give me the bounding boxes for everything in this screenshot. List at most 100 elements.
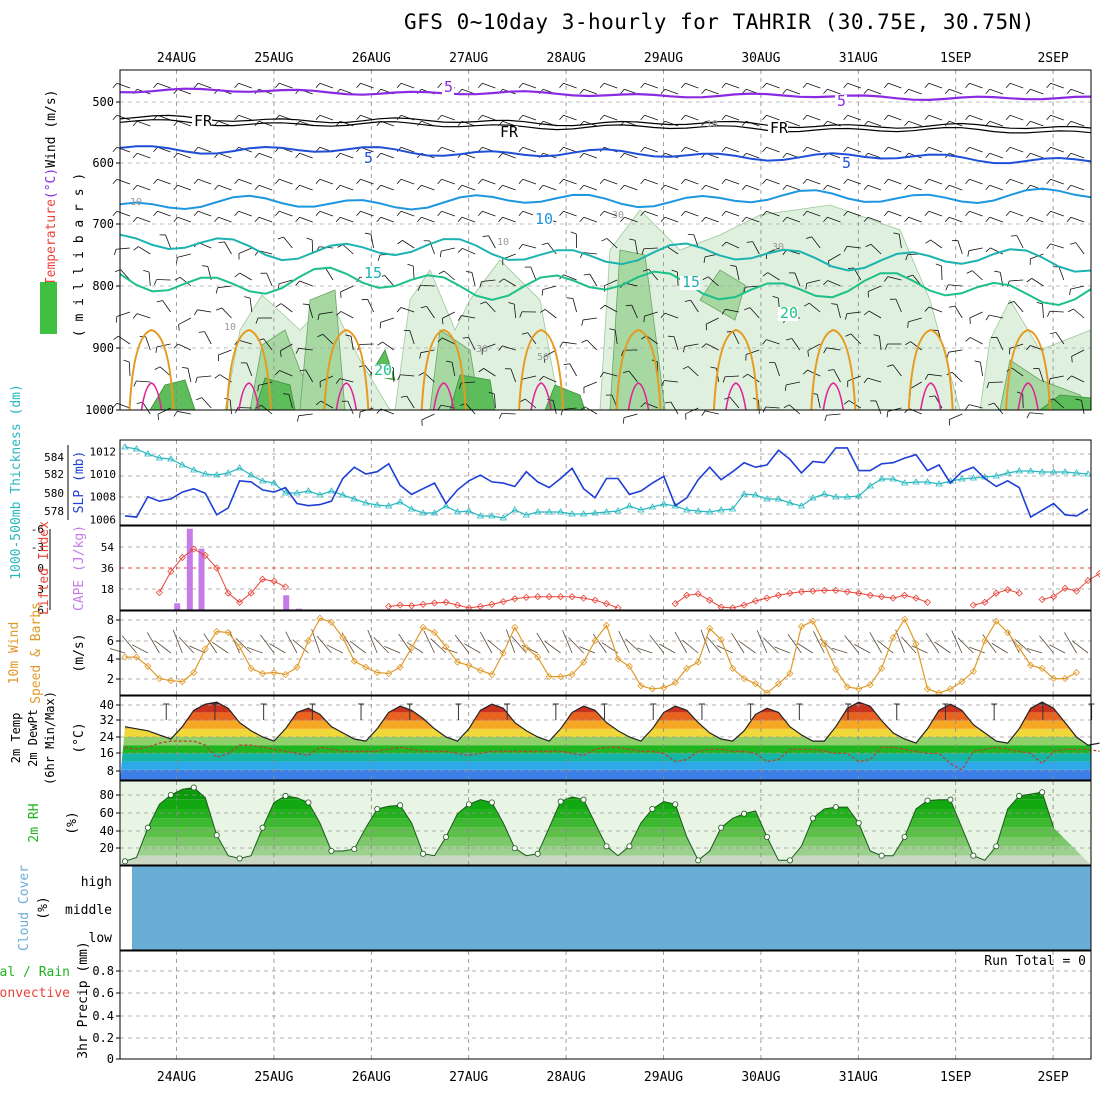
lifted-index-line xyxy=(158,548,286,603)
wind-barb-flag xyxy=(581,319,584,326)
wind-barb xyxy=(628,370,638,383)
wind-barb xyxy=(279,178,293,185)
wind-barb xyxy=(670,401,679,415)
contour-label-bg xyxy=(840,157,852,171)
wind-barb xyxy=(1048,644,1066,654)
wind-barb-flag xyxy=(437,114,442,120)
wind-barb-flag xyxy=(345,334,352,337)
data-point xyxy=(866,681,874,689)
wind-barb-flag xyxy=(579,216,585,222)
data-point xyxy=(694,658,702,666)
y-tick-label: 0.2 xyxy=(92,1031,114,1045)
wind-barb-flag xyxy=(396,210,402,216)
wind-barb xyxy=(136,380,151,383)
wind-barb xyxy=(928,114,943,121)
wind-barb xyxy=(1039,635,1054,654)
wind-barb xyxy=(648,269,659,281)
isotherm-25 xyxy=(615,328,662,411)
wind-barb-flag xyxy=(883,146,889,152)
wind-barb xyxy=(197,82,212,89)
wind-barb xyxy=(868,285,882,292)
isotherm-15 xyxy=(119,233,1092,273)
wind-barb xyxy=(400,210,415,217)
data-point xyxy=(534,653,542,661)
wind-barb-flag xyxy=(682,366,689,370)
wind-barb xyxy=(908,216,922,223)
wind-barb-flag xyxy=(356,178,361,184)
data-point xyxy=(476,512,485,519)
wind-barb xyxy=(1030,216,1044,223)
y-tick-label: 2 xyxy=(107,672,114,686)
cloud-cover-panel: high middle low xyxy=(65,865,1092,951)
date-label-bottom: 27AUG xyxy=(449,1070,488,1085)
wind-barb xyxy=(707,276,719,287)
wind-barb-flag xyxy=(924,306,930,312)
data-point xyxy=(488,600,496,608)
wind-barb xyxy=(522,82,537,89)
slp-line xyxy=(124,447,1089,519)
thickness-line xyxy=(124,446,1089,519)
cape-bar xyxy=(186,528,193,610)
wind-barb-flag xyxy=(802,178,808,184)
wind-barb-flag xyxy=(133,380,137,387)
wind-barb-flag xyxy=(275,303,282,308)
slp-tick-label: 1012 xyxy=(90,445,117,458)
wind-barb-flag xyxy=(823,88,828,94)
wind-barb xyxy=(745,349,760,355)
date-label-top: 31AUG xyxy=(839,51,878,66)
wind-barb xyxy=(339,378,354,383)
wind-barb xyxy=(177,152,192,159)
wind-barb xyxy=(705,120,719,127)
wind-barb-flag xyxy=(173,343,179,349)
data-point xyxy=(1003,469,1012,476)
wind-barb xyxy=(644,311,658,317)
wind-barb xyxy=(928,178,943,185)
wind-barb-flag xyxy=(335,378,341,384)
data-point xyxy=(637,682,645,690)
data-point xyxy=(557,593,565,601)
wind-barb-flag xyxy=(1010,235,1017,237)
wind-barb xyxy=(197,210,212,217)
wind-barb-flag xyxy=(315,178,321,184)
wind-barb xyxy=(1081,400,1085,415)
wind-barb xyxy=(685,114,699,121)
wind-barb xyxy=(239,272,253,281)
wind-barb-flag xyxy=(1066,216,1072,222)
wind-axis-label: 10m Wind xyxy=(7,622,22,685)
data-point xyxy=(843,588,851,596)
wind-barb-flag xyxy=(173,120,179,126)
wind-barb-flag xyxy=(863,88,869,94)
data-point xyxy=(1072,668,1081,677)
wind-barb-flag xyxy=(661,380,665,387)
temp-band xyxy=(120,753,1091,762)
wind-barb xyxy=(116,247,131,250)
wind-barb xyxy=(725,210,740,217)
wind-barb xyxy=(806,279,821,284)
data-point xyxy=(476,666,484,674)
wind-barb-flag xyxy=(1046,82,1051,88)
wind-barb-flag xyxy=(865,243,872,248)
wind-barb-flag xyxy=(986,382,990,389)
wind-barb-flag xyxy=(807,350,809,357)
data-point xyxy=(683,506,691,513)
wind-barb xyxy=(813,631,825,654)
data-point xyxy=(442,502,450,509)
wind-barb xyxy=(154,640,172,654)
wind-barb xyxy=(606,238,618,249)
cloud-unit-label: (%) xyxy=(36,896,51,919)
data-point xyxy=(579,510,588,517)
wind-barb-flag xyxy=(132,120,138,126)
wind-barb xyxy=(197,146,212,153)
wind-barb-flag xyxy=(802,82,808,88)
wind-barb xyxy=(854,644,871,654)
wind-barb xyxy=(258,184,273,191)
wind-barb xyxy=(910,341,922,351)
wind-barb xyxy=(543,375,557,383)
wind-barb xyxy=(258,216,273,223)
wind-barb-flag xyxy=(805,236,812,239)
wind-barb-flag xyxy=(1005,210,1011,216)
wind-barb-flag xyxy=(741,184,747,190)
wind-barb xyxy=(928,146,943,153)
wind-barb-flag xyxy=(640,210,645,216)
data-point xyxy=(740,675,748,683)
